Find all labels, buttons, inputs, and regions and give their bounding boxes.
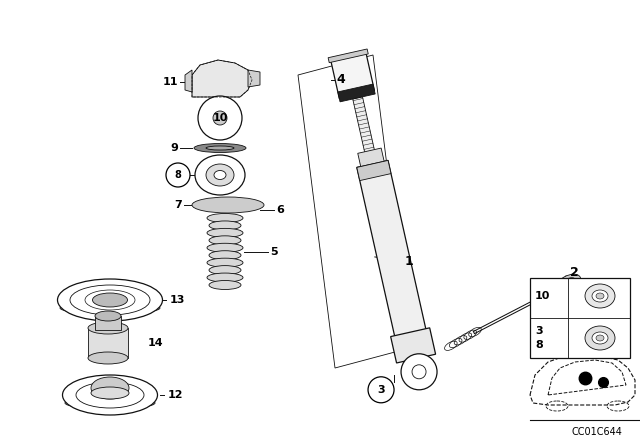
Ellipse shape <box>207 214 243 223</box>
Ellipse shape <box>585 284 615 308</box>
Ellipse shape <box>412 365 426 379</box>
Ellipse shape <box>76 382 144 408</box>
Ellipse shape <box>213 111 227 125</box>
Ellipse shape <box>207 243 243 252</box>
Ellipse shape <box>592 290 608 302</box>
Text: 9: 9 <box>170 143 178 153</box>
Text: 3: 3 <box>377 385 385 395</box>
Polygon shape <box>298 55 410 368</box>
Ellipse shape <box>585 326 615 350</box>
Text: 14: 14 <box>148 338 164 348</box>
Text: CC01C644: CC01C644 <box>572 427 623 437</box>
Ellipse shape <box>209 251 241 260</box>
Ellipse shape <box>91 387 129 399</box>
Ellipse shape <box>207 258 243 267</box>
Text: 4: 4 <box>336 73 345 86</box>
Text: 2: 2 <box>570 266 579 279</box>
Text: 11: 11 <box>163 77 178 87</box>
Bar <box>95 316 121 330</box>
Ellipse shape <box>95 311 121 321</box>
Ellipse shape <box>209 280 241 289</box>
Text: 10: 10 <box>535 291 550 301</box>
Ellipse shape <box>401 354 437 390</box>
Ellipse shape <box>596 335 604 341</box>
Bar <box>88 328 128 358</box>
Ellipse shape <box>207 228 243 237</box>
Ellipse shape <box>207 273 243 282</box>
Text: 6: 6 <box>276 205 284 215</box>
Ellipse shape <box>209 266 241 275</box>
Bar <box>530 278 630 358</box>
Polygon shape <box>248 70 260 87</box>
Ellipse shape <box>560 278 576 290</box>
Polygon shape <box>338 84 375 102</box>
Circle shape <box>166 163 190 187</box>
Polygon shape <box>328 49 368 63</box>
Ellipse shape <box>206 164 234 186</box>
Polygon shape <box>353 97 375 155</box>
Polygon shape <box>330 51 374 99</box>
Ellipse shape <box>192 197 264 213</box>
Polygon shape <box>358 148 384 167</box>
Ellipse shape <box>209 221 241 230</box>
Text: 1: 1 <box>405 255 413 268</box>
Ellipse shape <box>596 293 604 299</box>
Ellipse shape <box>60 302 160 314</box>
Text: 13: 13 <box>170 295 186 305</box>
Ellipse shape <box>592 332 608 344</box>
Ellipse shape <box>214 171 226 180</box>
Polygon shape <box>192 60 252 97</box>
Ellipse shape <box>91 377 129 399</box>
Text: 10: 10 <box>212 113 228 123</box>
Text: 5: 5 <box>270 247 278 257</box>
Ellipse shape <box>88 322 128 334</box>
Ellipse shape <box>93 293 127 307</box>
Polygon shape <box>357 160 426 339</box>
Text: 8: 8 <box>535 340 543 350</box>
Text: 7: 7 <box>174 200 182 210</box>
Polygon shape <box>390 328 436 363</box>
Ellipse shape <box>209 236 241 245</box>
Polygon shape <box>185 70 192 92</box>
Ellipse shape <box>556 274 580 294</box>
Ellipse shape <box>198 96 242 140</box>
Ellipse shape <box>88 352 128 364</box>
Text: 8: 8 <box>175 170 181 180</box>
Ellipse shape <box>194 143 246 152</box>
Ellipse shape <box>63 375 157 415</box>
Ellipse shape <box>206 146 234 150</box>
Ellipse shape <box>195 155 245 195</box>
Polygon shape <box>357 160 391 181</box>
Ellipse shape <box>58 279 163 321</box>
Ellipse shape <box>70 285 150 315</box>
Text: 12: 12 <box>168 390 184 400</box>
Text: 3: 3 <box>535 326 543 336</box>
Ellipse shape <box>65 397 155 409</box>
Circle shape <box>368 377 394 403</box>
